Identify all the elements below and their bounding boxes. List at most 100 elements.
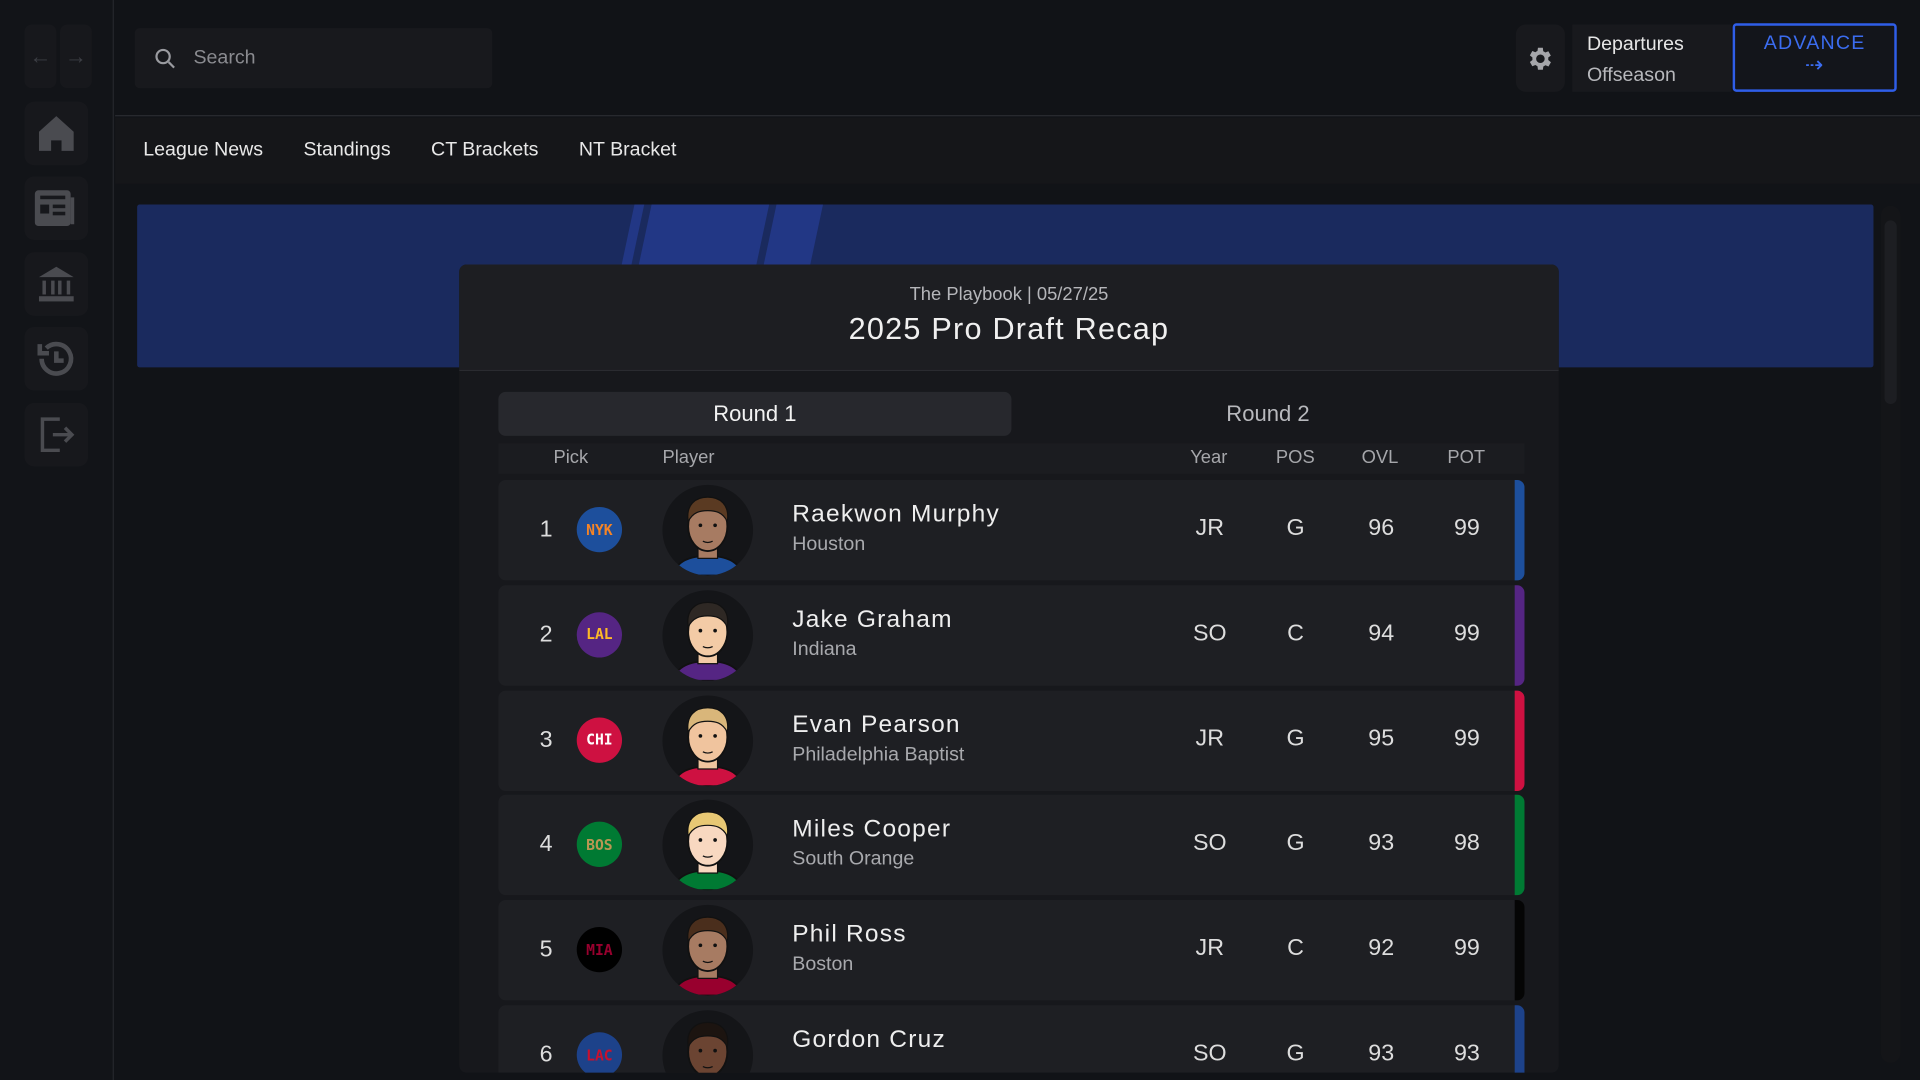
article-card: The Playbook | 05/27/25 2025 Pro Draft R…: [459, 264, 1559, 1073]
player-ovl: 96: [1368, 515, 1395, 542]
pick-number: 3: [539, 726, 553, 753]
search-input[interactable]: [193, 47, 447, 70]
tab-nt-bracket[interactable]: NT Bracket: [578, 139, 677, 161]
team-color-bar: [1514, 690, 1525, 791]
round-tabs: Round 1 Round 2: [498, 391, 1524, 436]
team-color-bar: [1514, 1005, 1525, 1073]
col-year: Year: [1190, 446, 1228, 468]
search-box[interactable]: [134, 28, 493, 89]
pick-number: 6: [539, 1042, 553, 1068]
team-logo[interactable]: LAL: [576, 611, 623, 658]
col-player: Player: [662, 446, 715, 468]
player-year: SO: [1192, 620, 1227, 647]
player-avatar[interactable]: [662, 800, 754, 891]
player-school: Philadelphia Baptist: [792, 743, 965, 765]
player-year: SO: [1192, 830, 1227, 857]
player-pot: 99: [1453, 620, 1480, 647]
player-name[interactable]: Jake Graham: [792, 605, 953, 633]
scrollbar-thumb[interactable]: [1884, 220, 1897, 405]
bank-icon: [38, 266, 74, 302]
phase-subtitle: Offseason: [1586, 64, 1676, 86]
article-source: The Playbook | 05/27/25: [909, 284, 1109, 305]
tab-round-1[interactable]: Round 1: [498, 391, 1012, 436]
team-logo[interactable]: MIA: [576, 927, 623, 973]
tab-bar: League News Standings CT Brackets NT Bra…: [115, 117, 1920, 184]
scrollbar[interactable]: [1880, 205, 1901, 1063]
table-header: Pick Player Year POS OVL POT: [498, 443, 1525, 474]
league-button[interactable]: [24, 252, 89, 316]
col-pick: Pick: [553, 446, 589, 468]
draft-pick-row[interactable]: 5 MIA Phil Ross Boston JR C 92 99: [498, 900, 1525, 1001]
forward-button[interactable]: →: [60, 24, 92, 89]
arrow-left-icon: ←: [29, 43, 52, 68]
player-avatar[interactable]: [662, 589, 754, 681]
phase-title: Departures: [1586, 34, 1684, 56]
advance-label: ADVANCE: [1763, 33, 1866, 54]
player-name[interactable]: Raekwon Murphy: [792, 500, 1000, 528]
player-year: JR: [1195, 935, 1225, 962]
player-ovl: 95: [1368, 725, 1395, 752]
player-pot: 99: [1453, 515, 1480, 542]
player-avatar[interactable]: [662, 695, 754, 786]
arrow-right-icon: ⇢: [1804, 52, 1825, 78]
player-ovl: 92: [1368, 935, 1395, 962]
team-logo[interactable]: LAC: [576, 1032, 623, 1073]
player-name[interactable]: Phil Ross: [792, 921, 907, 948]
col-pos: POS: [1275, 446, 1315, 468]
team-logo[interactable]: CHI: [576, 717, 623, 763]
tab-standings[interactable]: Standings: [303, 139, 391, 161]
tab-ct-brackets[interactable]: CT Brackets: [431, 139, 539, 161]
arrow-right-icon: →: [64, 43, 87, 68]
player-position: C: [1287, 620, 1304, 647]
sidebar: ← →: [0, 0, 114, 1080]
player-pot: 99: [1453, 725, 1480, 752]
history-icon: [37, 341, 74, 376]
tab-league-news[interactable]: League News: [143, 139, 264, 161]
player-position: G: [1286, 725, 1305, 752]
player-avatar[interactable]: [662, 1010, 754, 1073]
search-icon: [155, 48, 175, 68]
player-position: C: [1287, 935, 1304, 962]
back-button[interactable]: ←: [24, 24, 57, 89]
team-logo[interactable]: BOS: [576, 822, 623, 868]
pick-number: 4: [539, 831, 553, 858]
news-button[interactable]: [24, 176, 89, 241]
team-color-bar: [1514, 480, 1525, 581]
player-position: G: [1286, 830, 1305, 857]
player-name[interactable]: Miles Cooper: [792, 815, 952, 843]
draft-pick-row[interactable]: 6 LAC Gordon Cruz SO G 93 93: [498, 1005, 1525, 1073]
tab-round-2[interactable]: Round 2: [1226, 401, 1310, 427]
team-logo[interactable]: NYK: [576, 506, 623, 553]
pick-number: 5: [539, 936, 553, 963]
player-avatar[interactable]: [662, 905, 754, 996]
home-button[interactable]: [24, 101, 89, 166]
logout-button[interactable]: [24, 402, 89, 467]
draft-pick-row[interactable]: 2 LAL Jake Graham Indiana SO C 94 99: [498, 585, 1525, 686]
season-phase: Departures Offseason: [1572, 24, 1732, 92]
player-pot: 93: [1453, 1040, 1480, 1067]
draft-pick-row[interactable]: 3 CHI Evan Pearson Philadelphia Baptist …: [498, 690, 1525, 791]
advance-button[interactable]: ADVANCE ⇢: [1732, 23, 1897, 92]
player-school: Indiana: [792, 638, 857, 660]
team-color-bar: [1514, 795, 1525, 896]
player-year: SO: [1192, 1040, 1227, 1067]
history-button[interactable]: [24, 326, 89, 391]
team-color-bar: [1514, 585, 1525, 686]
player-position: G: [1286, 1040, 1305, 1067]
pick-number: 2: [539, 621, 553, 648]
player-school: South Orange: [792, 849, 915, 870]
player-avatar[interactable]: [662, 484, 754, 576]
draft-pick-row[interactable]: 1 NYK Raekwon Murphy Houston JR G 96 99: [498, 480, 1525, 581]
player-ovl: 93: [1368, 830, 1395, 857]
draft-pick-row[interactable]: 4 BOS Miles Cooper South Orange SO G 93 …: [498, 795, 1525, 896]
player-school: Boston: [792, 954, 854, 975]
article-title: 2025 Pro Draft Recap: [848, 312, 1170, 347]
player-ovl: 94: [1368, 620, 1395, 647]
player-pot: 99: [1453, 935, 1480, 962]
settings-button[interactable]: [1515, 24, 1565, 92]
player-name[interactable]: Gordon Cruz: [792, 1026, 946, 1054]
player-year: JR: [1195, 515, 1225, 542]
player-name[interactable]: Evan Pearson: [792, 710, 961, 738]
gear-icon: [1529, 47, 1551, 70]
home-icon: [38, 116, 74, 151]
